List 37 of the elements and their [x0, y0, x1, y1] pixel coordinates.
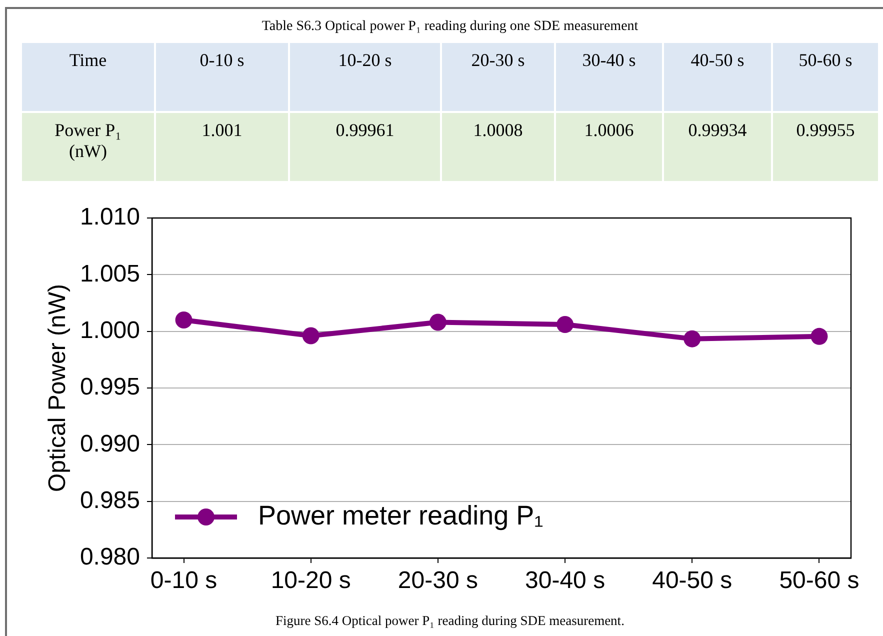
y-tick-label: 0.995: [80, 374, 140, 401]
point: [810, 328, 828, 345]
y-tick-label: 1.010: [80, 204, 140, 231]
y-tick-label: 0.980: [80, 544, 140, 571]
data-label: 1.001: [156, 113, 288, 181]
data-label: 0.99961: [290, 113, 440, 181]
caption: Table S6.3 Optical power P₁ reading during one SDE measurement: [260, 18, 640, 36]
y-tick-label: 0.985: [80, 486, 140, 514]
category-label: 40-50 s: [690, 50, 744, 70]
text: Power P₁ (nW): [54, 120, 122, 162]
y-tick-label: 1.005: [80, 260, 140, 288]
category-label: 50-60 s: [798, 50, 852, 70]
legend-label: Power meter reading P₁: [258, 500, 544, 530]
x-tick-label: 30-40 s: [525, 567, 606, 594]
x-tick-label: 40-50 s: [652, 567, 732, 594]
category-label: 0-10 s: [200, 50, 244, 70]
data-label: 0.99934: [664, 113, 771, 181]
point: [684, 330, 701, 348]
x-tick-label: 10-20 s: [270, 567, 351, 594]
data-label: 0.99955: [773, 113, 878, 181]
point: [302, 327, 320, 344]
point: [429, 314, 446, 331]
data-label: 1.0008: [442, 113, 554, 181]
category-label: 20-30 s: [471, 50, 525, 70]
x-tick-label: 20-30 s: [398, 567, 478, 594]
x-tick-label: 0-10 s: [150, 567, 218, 594]
caption: Figure S6.4 Optical power P₁ reading during SDE measurement.: [274, 612, 626, 629]
text: Time: [69, 50, 107, 71]
point: [175, 312, 192, 328]
point: [556, 316, 574, 334]
category-label: 10-20 s: [338, 50, 392, 70]
x-tick-label: 50-60 s: [779, 567, 860, 594]
y-axis-title: Optical Power (nW): [44, 284, 72, 492]
y-tick-label: 1.000: [80, 316, 140, 344]
data-label: 1.0006: [556, 113, 662, 181]
y-tick-label: 0.990: [80, 430, 140, 458]
category-label: 30-40 s: [582, 50, 636, 70]
